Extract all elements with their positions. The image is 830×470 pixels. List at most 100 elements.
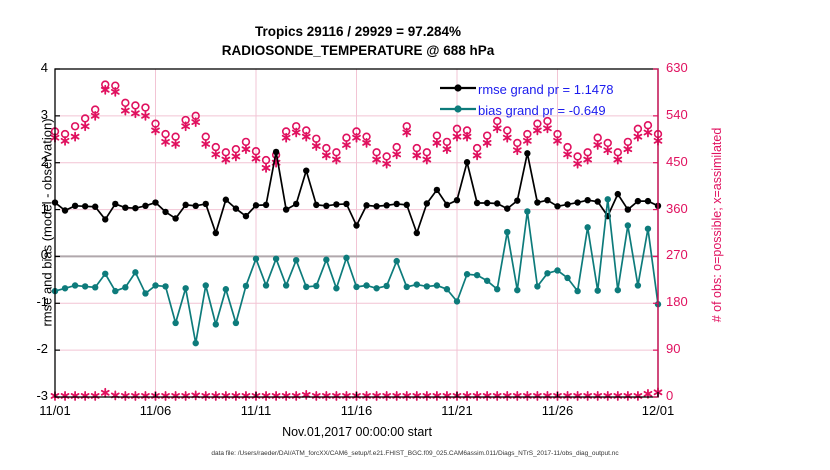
rmse-point bbox=[433, 186, 441, 194]
bias-point bbox=[504, 228, 511, 236]
bias-point bbox=[212, 321, 219, 328]
bias-point bbox=[333, 285, 340, 292]
bias-point bbox=[433, 282, 441, 289]
rmse-point bbox=[393, 200, 400, 208]
rmse-point bbox=[383, 202, 390, 209]
obs-possible-marker bbox=[472, 143, 482, 153]
y-tick-label-left: 3 bbox=[40, 106, 48, 122]
bias-point bbox=[142, 290, 149, 297]
rmse-point bbox=[132, 204, 139, 212]
rmse-point bbox=[644, 197, 652, 205]
obs-possible-marker bbox=[161, 129, 170, 139]
bias-point bbox=[363, 282, 370, 289]
obs-assimilated-marker bbox=[613, 156, 623, 163]
obs-possible-marker bbox=[141, 103, 150, 112]
rmse-point bbox=[373, 203, 380, 210]
obs-assimilated-marker bbox=[141, 112, 150, 119]
obs-assimilated-marker bbox=[462, 133, 472, 140]
rmse-point bbox=[152, 199, 159, 206]
obs-assimilated-marker bbox=[201, 141, 211, 147]
bias-point bbox=[534, 283, 541, 290]
bias-point bbox=[604, 196, 611, 203]
obs-assimilated-marker bbox=[241, 146, 251, 153]
bias-point bbox=[112, 287, 119, 295]
x-tick-label: 11/16 bbox=[340, 403, 373, 418]
obs-possible-marker bbox=[593, 133, 602, 142]
obs-assimilated-marker bbox=[211, 151, 221, 158]
obs-assimilated-marker bbox=[442, 146, 452, 153]
bias-point bbox=[152, 282, 159, 289]
rmse-point bbox=[333, 201, 340, 208]
bias-point bbox=[323, 256, 330, 263]
rmse-point bbox=[574, 199, 581, 206]
rmse-point bbox=[624, 206, 632, 213]
bias-point bbox=[514, 286, 521, 294]
rmse-point bbox=[363, 202, 370, 209]
rmse-point bbox=[423, 200, 431, 207]
obs-assimilated-marker bbox=[281, 134, 291, 141]
bias-point bbox=[172, 319, 179, 327]
rmse-point bbox=[92, 203, 99, 210]
rmse-point bbox=[504, 205, 511, 212]
rmse-point bbox=[202, 200, 209, 208]
bias-point bbox=[343, 254, 350, 262]
obs-assimilated-marker bbox=[60, 137, 70, 144]
legend-label: bias grand pr = -0.649 bbox=[478, 103, 606, 118]
bias-point bbox=[202, 282, 209, 289]
rmse-point bbox=[353, 222, 360, 229]
obs-possible-marker bbox=[201, 132, 210, 141]
rmse-point bbox=[232, 205, 240, 212]
rmse-point bbox=[594, 198, 601, 205]
rmse-point bbox=[81, 203, 89, 210]
bias-point bbox=[61, 285, 69, 292]
x-tick-label: 11/01 bbox=[39, 403, 71, 418]
bias-point bbox=[524, 208, 531, 215]
y-tick-label-right: 630 bbox=[666, 60, 688, 75]
rmse-point bbox=[463, 159, 471, 166]
rmse-point bbox=[122, 204, 129, 211]
x-axis-label: Nov.01,2017 00:00:00 start bbox=[282, 425, 432, 439]
bias-point bbox=[584, 224, 591, 231]
rmse-point bbox=[182, 201, 189, 209]
rmse-point bbox=[172, 215, 179, 222]
obs-possible-marker bbox=[513, 138, 522, 148]
obs-assimilated-marker bbox=[301, 133, 311, 140]
obs-assimilated-marker bbox=[372, 156, 381, 163]
obs-assimilated-marker bbox=[291, 129, 301, 136]
obs-assimilated-marker bbox=[90, 112, 100, 119]
legend-label: rmse grand pr = 1.1478 bbox=[478, 82, 614, 97]
obs-possible-marker bbox=[543, 116, 552, 126]
obs-possible-marker bbox=[623, 137, 633, 147]
obs-possible-marker bbox=[603, 138, 612, 148]
obs-assimilated-marker bbox=[231, 153, 241, 160]
bias-point bbox=[574, 287, 581, 295]
obs-assimilated-marker bbox=[332, 156, 341, 163]
bias-point bbox=[373, 285, 380, 292]
chart-title: Tropics 29116 / 29929 = 97.284% RADIOSON… bbox=[0, 22, 716, 60]
legend-swatch bbox=[440, 105, 476, 113]
obs-possible-marker bbox=[211, 142, 221, 152]
rmse-point bbox=[252, 202, 260, 209]
bias-point bbox=[644, 225, 652, 232]
x-tick-label: 11/06 bbox=[139, 403, 172, 418]
bias-point bbox=[624, 222, 632, 229]
obs-assimilated-marker bbox=[633, 133, 643, 140]
obs-possible-marker bbox=[563, 142, 572, 152]
obs-possible-marker bbox=[482, 131, 492, 140]
obs-assimilated-marker bbox=[553, 137, 562, 144]
y-tick-label-right: 540 bbox=[666, 106, 688, 122]
obs-assimilated-marker bbox=[643, 129, 653, 136]
bias-point bbox=[554, 267, 561, 274]
rmse-point bbox=[323, 202, 330, 210]
bias-point bbox=[232, 319, 240, 327]
rmse-point bbox=[634, 197, 642, 205]
obs-assimilated-marker bbox=[472, 152, 482, 159]
x-tick-label: 11/26 bbox=[541, 403, 574, 418]
rmse-point bbox=[614, 190, 621, 198]
rmse-point bbox=[453, 197, 461, 204]
rmse-point bbox=[443, 201, 451, 209]
obs-assimilated-marker bbox=[623, 146, 633, 153]
x-tick-label: 11/21 bbox=[441, 403, 473, 418]
